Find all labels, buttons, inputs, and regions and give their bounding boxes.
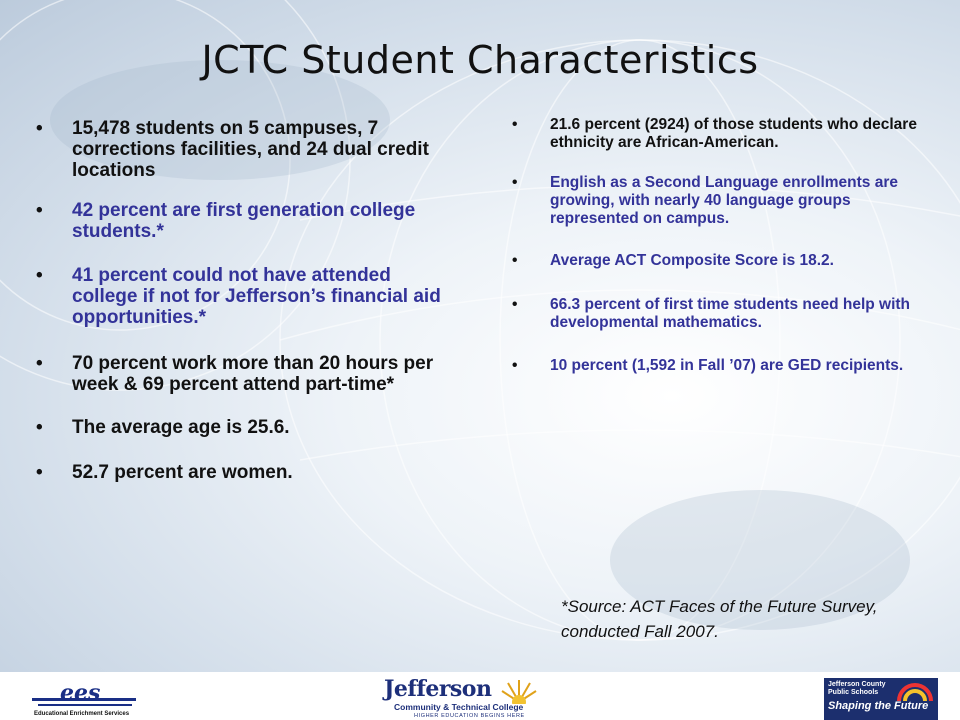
source-note: *Source: ACT Faces of the Future Survey,… bbox=[561, 597, 878, 641]
jcps-logo-line2: Public Schools bbox=[828, 689, 879, 696]
left-bullet-first-generation: 42 percent are first generation college … bbox=[36, 200, 452, 242]
ees-logo: ees Educational Enrichment Services bbox=[32, 680, 140, 720]
right-bullet-ged: 10 percent (1,592 in Fall ’07) are GED r… bbox=[512, 357, 920, 375]
right-bullet-list: 21.6 percent (2924) of those students wh… bbox=[512, 116, 920, 375]
right-bullet-math: 66.3 percent of first time students need… bbox=[512, 296, 920, 332]
jcps-logo-line1: Jefferson County bbox=[828, 681, 886, 688]
jcps-logo-name: Jefferson County Public Schools bbox=[828, 681, 886, 697]
footer-bar bbox=[0, 672, 960, 720]
ees-logo-stripe-lower bbox=[38, 704, 132, 706]
jefferson-logo-subtitle: Community & Technical College bbox=[394, 702, 524, 712]
left-bullet-campuses: 15,478 students on 5 campuses, 7 correct… bbox=[36, 118, 452, 181]
slide-title: JCTC Student Characteristics bbox=[201, 38, 759, 82]
right-bullet-esl: English as a Second Language enrollments… bbox=[512, 174, 920, 228]
left-bullet-work-hours: 70 percent work more than 20 hours per w… bbox=[36, 353, 452, 395]
jcps-logo-tagline: Shaping the Future bbox=[828, 700, 929, 712]
rainbow-arc-icon bbox=[897, 683, 933, 702]
left-bullet-financial-aid: 41 percent could not have attended colle… bbox=[36, 265, 452, 328]
ees-logo-subtitle: Educational Enrichment Services bbox=[34, 711, 130, 717]
right-bullet-act-score: Average ACT Composite Score is 18.2. bbox=[512, 252, 920, 270]
jefferson-logo-name: Jefferson bbox=[384, 676, 492, 702]
ees-logo-stripe bbox=[32, 698, 136, 701]
sunburst-icon bbox=[501, 680, 537, 704]
jefferson-logo: Jefferson Community & Technical College … bbox=[382, 676, 542, 720]
left-bullet-list: 15,478 students on 5 campuses, 7 correct… bbox=[36, 118, 452, 483]
jefferson-logo-tagline: HIGHER EDUCATION BEGINS HERE bbox=[414, 713, 525, 719]
left-bullet-women: 52.7 percent are women. bbox=[36, 462, 452, 483]
jcps-logo: Jefferson County Public Schools Shaping … bbox=[824, 678, 938, 720]
left-bullet-average-age: The average age is 25.6. bbox=[36, 417, 452, 438]
ees-logo-mark: ees bbox=[60, 680, 101, 706]
right-bullet-ethnicity: 21.6 percent (2924) of those students wh… bbox=[512, 116, 920, 152]
